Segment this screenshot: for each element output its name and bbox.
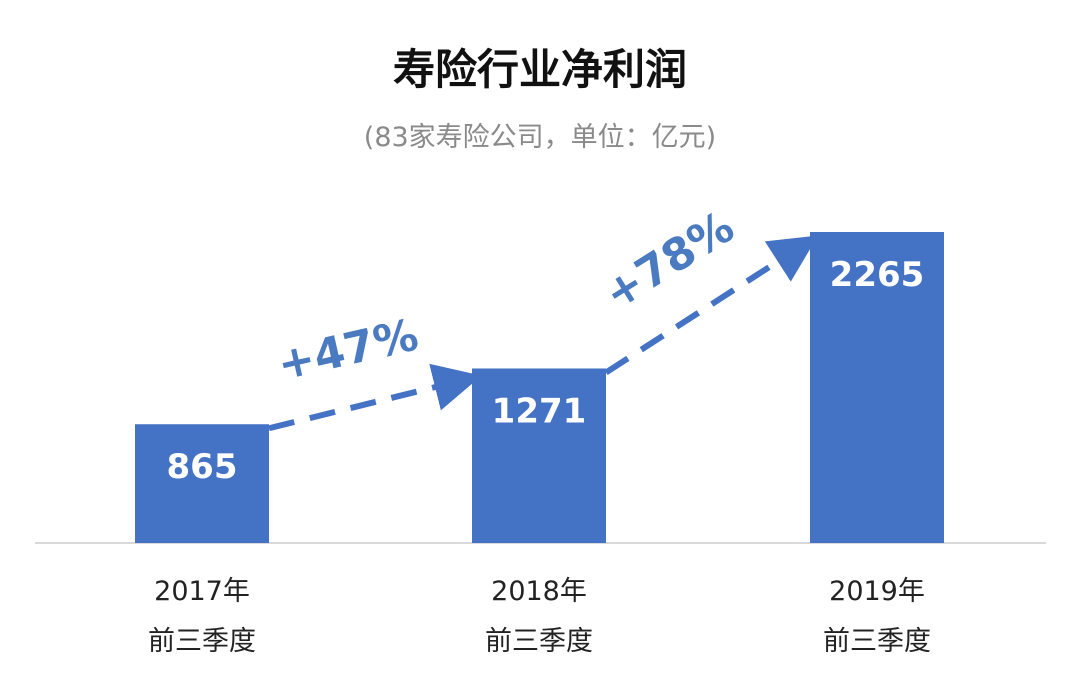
growth-label-0: +47%: [273, 310, 423, 391]
bars-layer: [135, 232, 944, 543]
bar-value-label-1: 1271: [492, 391, 587, 431]
category-label-1-line-0: 2018年: [491, 576, 587, 607]
category-label-1-line-1: 前三季度: [485, 626, 593, 657]
bar-value-label-0: 865: [167, 447, 238, 487]
bar-2: [810, 232, 944, 543]
category-label-0-line-0: 2017年: [154, 576, 250, 607]
growth-label-1: +78%: [595, 201, 743, 320]
category-label-0-line-1: 前三季度: [148, 626, 256, 657]
bar-value-label-2: 2265: [830, 255, 925, 295]
category-label-2-line-0: 2019年: [829, 576, 925, 607]
chart-subtitle: (83家寿险公司，单位：亿元): [364, 122, 716, 153]
bar-1: [472, 368, 606, 543]
category-label-2-line-1: 前三季度: [823, 626, 931, 657]
bar-0: [135, 424, 269, 543]
growth-arrow-0: [268, 363, 482, 432]
chart-title: 寿险行业净利润: [393, 45, 687, 94]
